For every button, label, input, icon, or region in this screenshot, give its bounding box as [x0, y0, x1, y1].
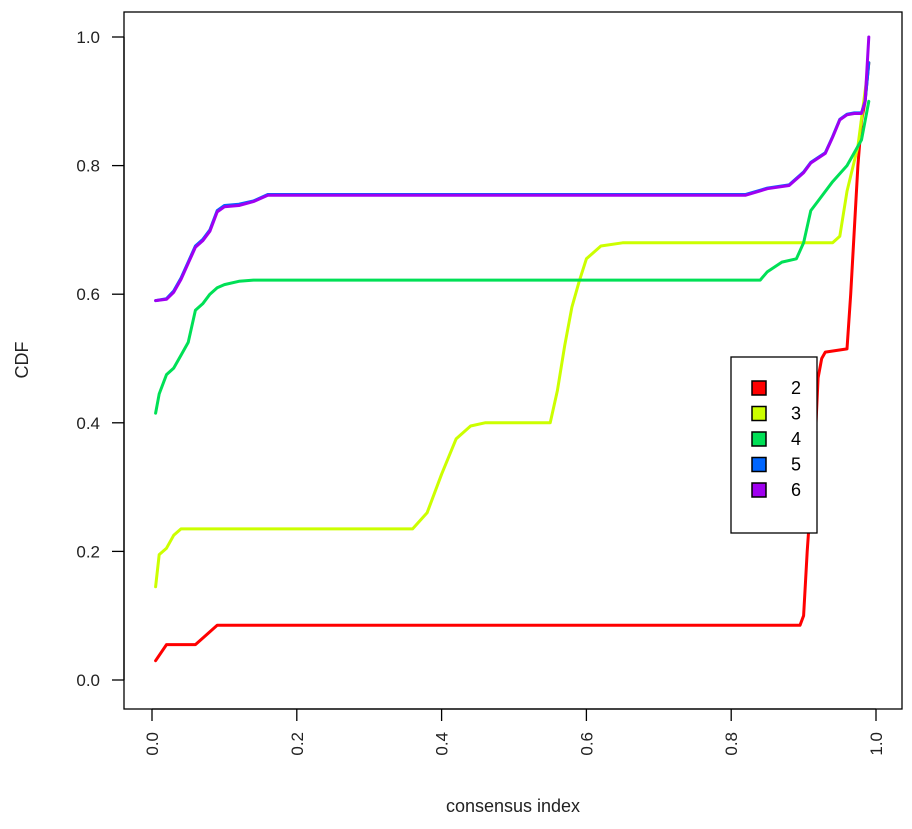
series-line-3 [154, 61, 871, 589]
series-line-4 [154, 99, 871, 415]
y-axis: 0.0 0.2 0.4 0.6 0.8 1.0 [76, 28, 125, 690]
y-tick-label: 0.0 [76, 671, 100, 690]
y-tick-label: 0.8 [76, 157, 100, 176]
x-tick-label: 1.0 [867, 732, 886, 756]
series-layer [154, 35, 871, 663]
legend-label-3: 3 [791, 404, 801, 424]
x-tick-label: 0.8 [722, 732, 741, 756]
x-tick-label: 0.4 [433, 732, 452, 756]
x-tick-label: 0.6 [577, 732, 596, 756]
legend-label-6: 6 [791, 480, 801, 500]
legend-label-5: 5 [791, 455, 801, 475]
legend-swatch-5 [751, 456, 767, 473]
y-tick-label: 1.0 [76, 28, 100, 47]
legend-swatch-6 [751, 482, 767, 498]
y-tick-label: 0.2 [76, 542, 100, 561]
y-tick-label: 0.4 [76, 414, 100, 433]
series-line-5 [154, 61, 871, 303]
y-axis-title: CDF [12, 342, 32, 379]
x-tick-label: 0.0 [143, 732, 162, 756]
legend-box [730, 356, 818, 534]
legend-label-4: 4 [791, 429, 801, 449]
legend-swatch-4 [751, 431, 767, 447]
legend-swatch-3 [751, 405, 767, 422]
x-tick-label: 0.2 [288, 732, 307, 756]
y-tick-label: 0.6 [76, 285, 100, 304]
legend: 2 3 4 5 6 [730, 356, 818, 534]
series-line-6 [154, 35, 871, 303]
x-axis-title: consensus index [446, 796, 580, 816]
legend-label-2: 2 [791, 378, 801, 398]
legend-swatch-2 [751, 380, 767, 396]
x-axis: 0.0 0.2 0.4 0.6 0.8 1.0 [143, 708, 886, 756]
